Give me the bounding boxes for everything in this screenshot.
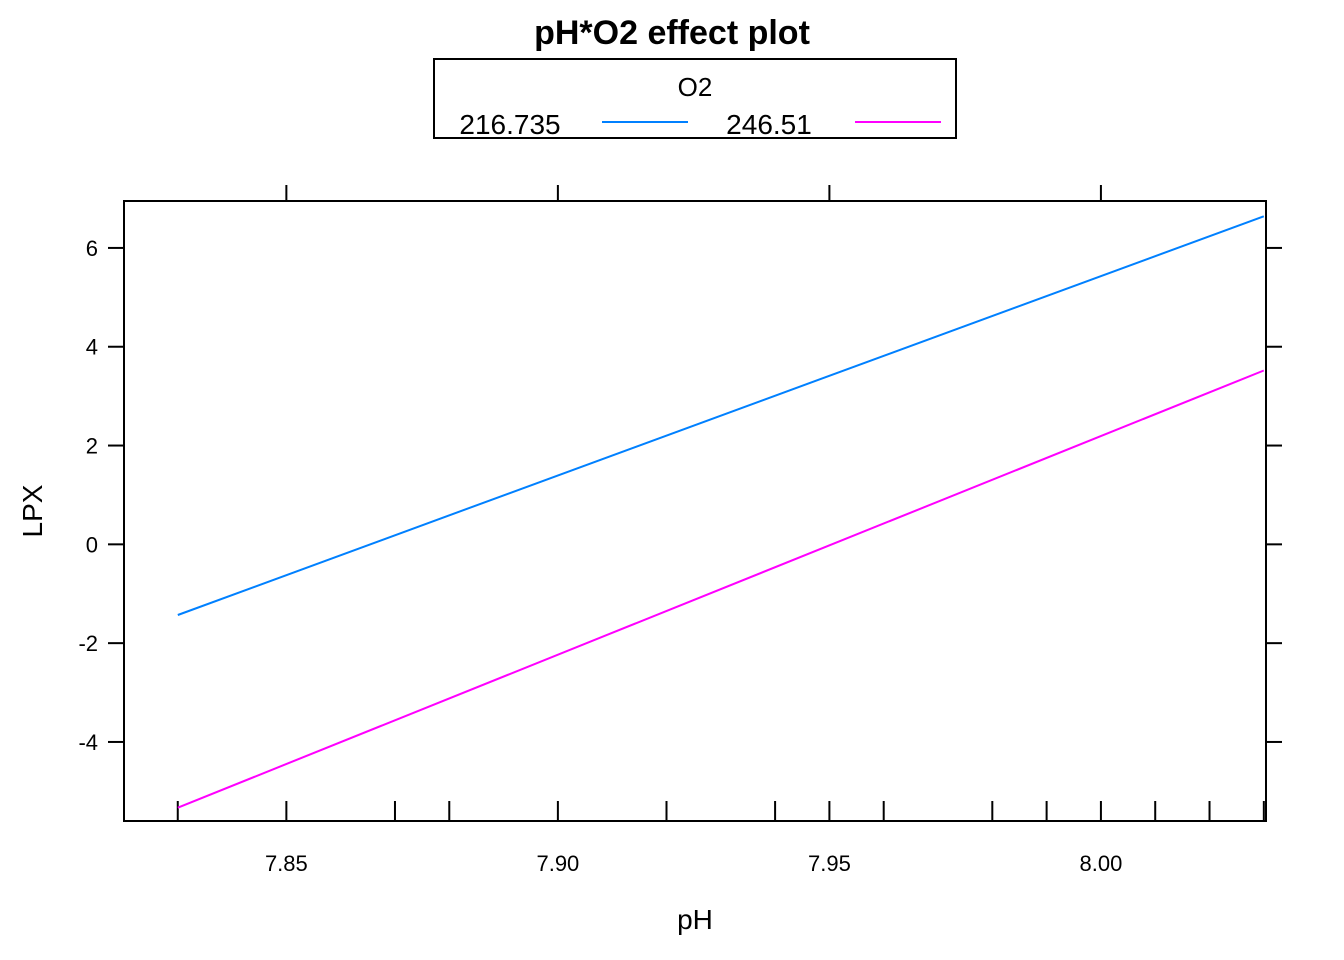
legend: O2 216.735 246.51 [433, 58, 957, 140]
series-line-1 [177, 215, 1265, 616]
legend-title: O2 [678, 72, 713, 102]
y-tick-label: -4 [78, 730, 98, 755]
legend-label-2: 246.51 [726, 109, 812, 140]
y-tick-label: -2 [78, 631, 98, 656]
legend-label-1: 216.735 [459, 109, 560, 140]
chart-title: pH*O2 effect plot [534, 14, 810, 52]
legend-box [433, 58, 957, 139]
x-axis-title: pH [677, 904, 713, 935]
x-tick-label: 7.95 [808, 851, 851, 876]
chart-marks: 7.85 7.90 7.95 8.00 -4 -2 0 2 4 6 [78, 185, 1282, 876]
y-tick-label: 2 [86, 434, 98, 459]
y-tick-label: 4 [86, 335, 98, 360]
series-line-2 [177, 369, 1265, 809]
plot-panel [123, 200, 1267, 822]
x-tick-label: 8.00 [1080, 851, 1123, 876]
x-tick-label: 7.85 [265, 851, 308, 876]
y-tick-label: 6 [86, 236, 98, 261]
y-tick-label: 0 [86, 532, 98, 557]
x-tick-label: 7.90 [536, 851, 579, 876]
y-axis-title: LPX [17, 484, 48, 537]
